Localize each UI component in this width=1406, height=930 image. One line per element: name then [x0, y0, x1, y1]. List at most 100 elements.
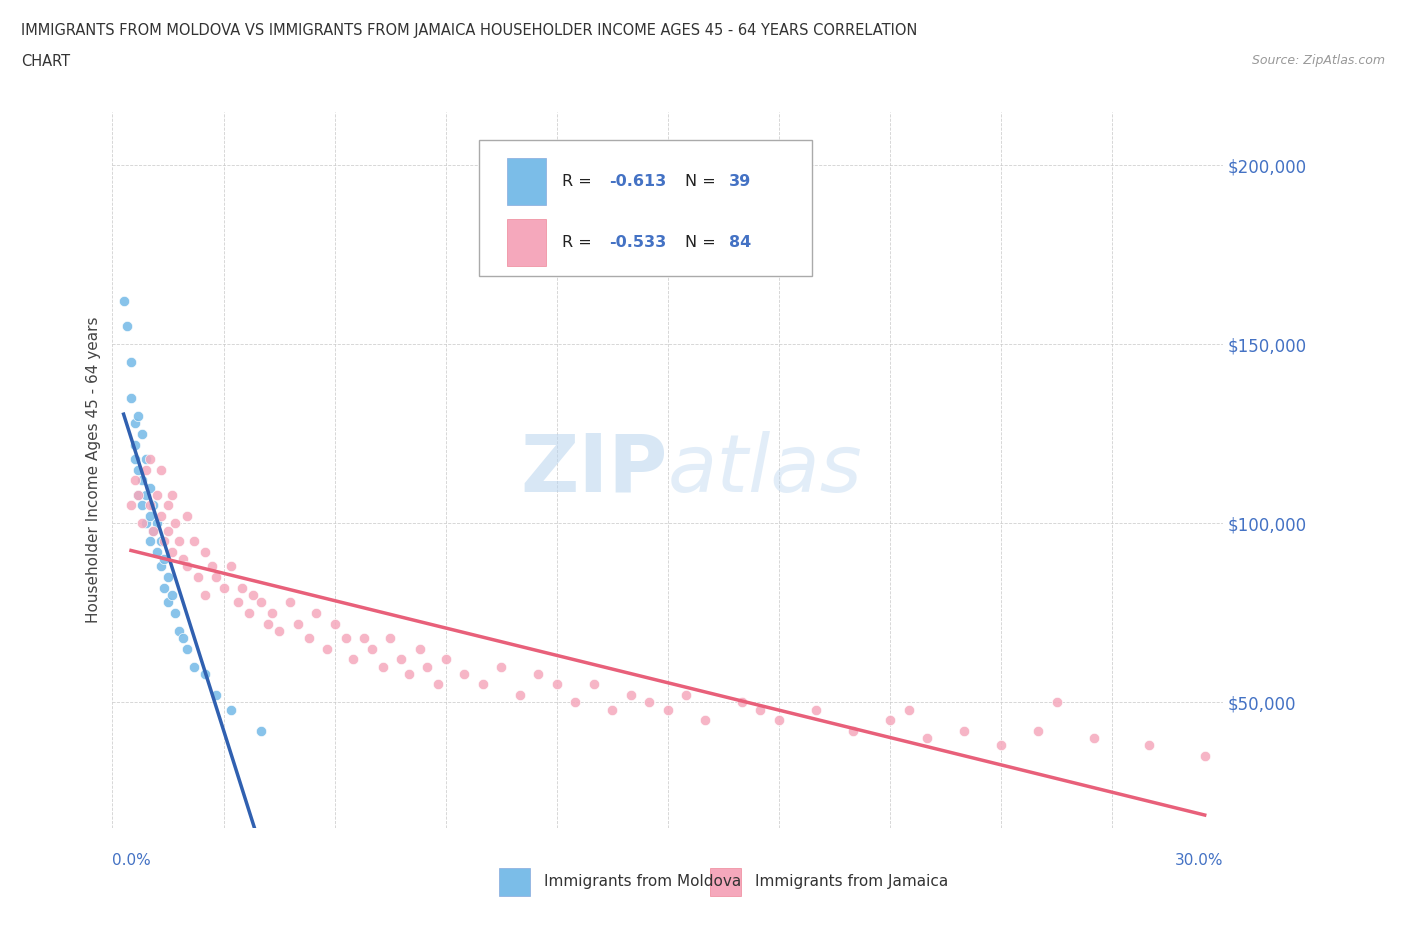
Point — [138, 498, 160, 513]
Text: IMMIGRANTS FROM MOLDOVA VS IMMIGRANTS FROM JAMAICA HOUSEHOLDER INCOME AGES 45 - : IMMIGRANTS FROM MOLDOVA VS IMMIGRANTS FR… — [21, 23, 918, 38]
Point — [335, 631, 357, 645]
Point — [131, 426, 153, 442]
Text: Immigrants from Jamaica: Immigrants from Jamaica — [755, 874, 948, 889]
Point — [124, 473, 146, 488]
Point — [142, 523, 165, 538]
Point — [323, 617, 346, 631]
Point — [194, 545, 217, 560]
Point — [112, 294, 135, 309]
Point — [131, 498, 153, 513]
Point — [915, 731, 938, 746]
Point — [1083, 731, 1105, 746]
Point — [138, 451, 160, 466]
Point — [342, 652, 364, 667]
FancyBboxPatch shape — [506, 158, 546, 205]
Point — [149, 509, 172, 524]
Point — [149, 462, 172, 477]
Point — [138, 534, 160, 549]
Point — [194, 588, 217, 603]
Point — [353, 631, 375, 645]
Point — [172, 551, 194, 566]
Point — [165, 605, 187, 620]
Point — [138, 509, 160, 524]
Y-axis label: Householder Income Ages 45 - 64 years: Householder Income Ages 45 - 64 years — [86, 316, 101, 623]
Point — [257, 617, 280, 631]
Point — [135, 487, 157, 502]
Point — [135, 462, 157, 477]
Point — [120, 355, 142, 370]
Point — [219, 559, 242, 574]
Point — [124, 451, 146, 466]
Point — [242, 588, 264, 603]
Point — [153, 534, 176, 549]
Point — [409, 642, 432, 657]
Point — [176, 559, 198, 574]
Point — [131, 516, 153, 531]
Point — [471, 677, 494, 692]
Text: R =: R = — [562, 235, 598, 250]
Point — [157, 594, 180, 609]
Point — [157, 523, 180, 538]
Point — [371, 659, 394, 674]
Point — [842, 724, 865, 738]
Point — [453, 666, 475, 681]
Point — [135, 451, 157, 466]
Point — [509, 688, 531, 703]
Point — [1137, 737, 1160, 752]
Point — [153, 551, 176, 566]
Point — [160, 588, 183, 603]
Point — [675, 688, 697, 703]
Point — [804, 702, 827, 717]
Point — [564, 695, 586, 710]
Point — [768, 713, 790, 728]
Point — [149, 534, 172, 549]
Point — [380, 631, 402, 645]
Point — [231, 580, 253, 595]
Point — [146, 516, 169, 531]
Point — [120, 391, 142, 405]
Point — [194, 666, 217, 681]
Point — [620, 688, 643, 703]
Point — [582, 677, 605, 692]
Point — [434, 652, 457, 667]
Point — [120, 498, 142, 513]
Point — [267, 623, 291, 638]
Point — [127, 487, 149, 502]
Point — [212, 580, 235, 595]
Point — [167, 623, 190, 638]
Point — [160, 545, 183, 560]
Point — [146, 487, 169, 502]
Text: 39: 39 — [728, 174, 751, 189]
Point — [749, 702, 772, 717]
Point — [693, 713, 716, 728]
Point — [176, 509, 198, 524]
Point — [228, 594, 250, 609]
Point — [491, 659, 513, 674]
Text: N =: N = — [685, 174, 720, 189]
Point — [176, 642, 198, 657]
Point — [602, 702, 624, 717]
FancyBboxPatch shape — [479, 140, 813, 276]
Point — [127, 487, 149, 502]
Point — [157, 498, 180, 513]
Point — [131, 473, 153, 488]
Point — [990, 737, 1012, 752]
Point — [360, 642, 382, 657]
Text: 30.0%: 30.0% — [1175, 853, 1223, 868]
Point — [127, 408, 149, 423]
Point — [142, 498, 165, 513]
Point — [298, 631, 321, 645]
Point — [287, 617, 309, 631]
Point — [1045, 695, 1069, 710]
Point — [249, 594, 271, 609]
Point — [953, 724, 976, 738]
Point — [1194, 749, 1216, 764]
Point — [157, 569, 180, 585]
Point — [238, 605, 260, 620]
Point — [527, 666, 550, 681]
Point — [205, 569, 228, 585]
Point — [135, 516, 157, 531]
Point — [205, 688, 228, 703]
Point — [146, 545, 169, 560]
Point — [1026, 724, 1049, 738]
